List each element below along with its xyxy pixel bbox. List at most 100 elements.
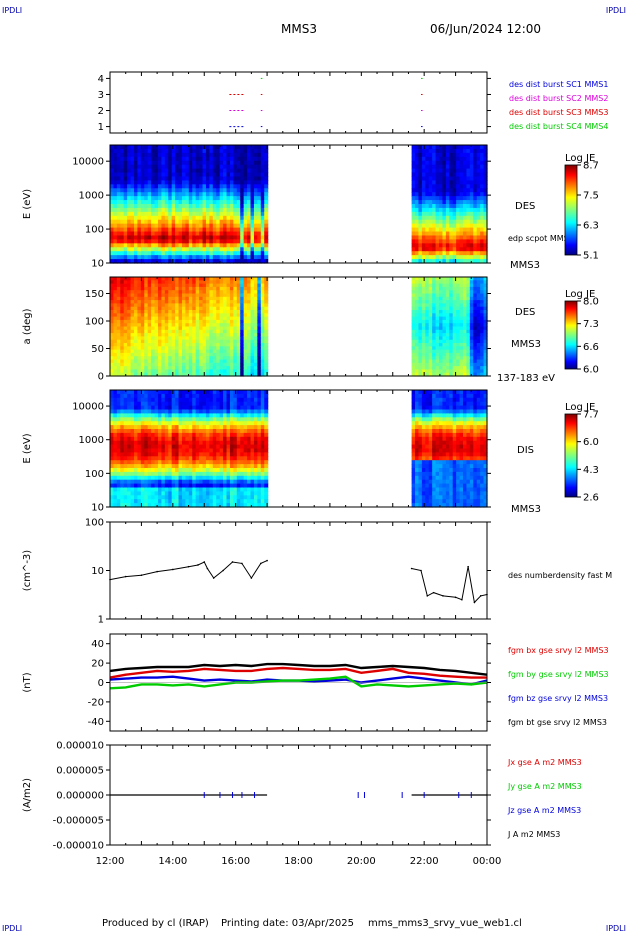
spectrogram-cell	[123, 456, 128, 461]
spectrogram-cell	[432, 180, 437, 185]
spectrogram-cell	[480, 231, 485, 237]
spectrogram-cell	[175, 192, 180, 197]
spectrogram-cell	[116, 464, 121, 469]
spectrogram-cell	[192, 405, 197, 411]
spectrogram-cell	[199, 247, 204, 252]
spectrogram-cell	[137, 362, 142, 367]
spectrogram-cell	[247, 349, 252, 354]
spectrogram-cell	[243, 316, 248, 321]
spectrogram-cell	[178, 429, 183, 434]
spectrogram-cell	[171, 277, 176, 281]
spectrogram-cell	[116, 290, 121, 295]
spectrogram-cell	[123, 303, 128, 308]
spectrogram-cell	[168, 231, 173, 237]
spectrogram-cell	[178, 180, 183, 185]
spectrogram-cell	[137, 499, 142, 504]
spectrogram-cell	[120, 184, 125, 189]
spectrogram-cell	[250, 362, 255, 367]
spectrogram-cell	[435, 192, 440, 197]
spectrogram-cell	[164, 196, 169, 201]
spectrogram-cell	[463, 231, 468, 237]
spectrogram-cell	[473, 176, 478, 181]
spectrogram-cell	[164, 369, 169, 374]
spectrogram-cell	[147, 440, 152, 446]
spectrogram-cell	[154, 172, 159, 178]
spectrogram-cell	[456, 336, 461, 341]
spectrogram-cell	[247, 346, 252, 351]
spectrogram-cell	[435, 293, 440, 298]
spectrogram-cell	[154, 290, 159, 295]
spectrogram-cell	[113, 323, 118, 328]
spectrogram-cell	[161, 145, 166, 150]
spectrogram-cell	[428, 235, 433, 240]
spectrogram-cell	[209, 300, 214, 304]
spectrogram-cell	[188, 413, 193, 418]
spectrogram-cell	[199, 259, 204, 264]
spectrogram-cell	[130, 405, 135, 411]
spectrogram-cell	[223, 172, 228, 178]
spectrogram-cell	[164, 239, 169, 244]
spectrogram-cell	[236, 300, 241, 304]
spectrogram-cell	[110, 343, 115, 347]
spectrogram-cell	[240, 152, 245, 158]
spectrogram-cell	[264, 211, 269, 217]
spectrogram-cell	[428, 326, 433, 331]
spectrogram-cell	[463, 316, 468, 321]
spectrogram-cell	[154, 448, 159, 453]
spectrogram-cell	[459, 156, 464, 162]
spectrogram-cell	[442, 227, 447, 233]
spectrogram-cell	[243, 164, 248, 170]
spectrogram-cell	[428, 300, 433, 304]
spectrogram-cell	[144, 293, 149, 298]
spectrogram-cell	[120, 145, 125, 150]
spectrogram-cell	[260, 352, 265, 357]
spectrogram-cell	[216, 323, 221, 328]
spectrogram-cell	[260, 247, 265, 252]
spectrogram-cell	[476, 369, 481, 374]
spectrogram-cell	[233, 192, 238, 197]
spectrogram-cell	[445, 180, 450, 185]
spectrogram-cell	[151, 235, 156, 240]
spectrogram-cell	[216, 211, 221, 217]
spectrogram-cell	[229, 316, 234, 321]
spectrogram-cell	[253, 160, 258, 166]
spectrogram-cell	[181, 491, 186, 496]
spectrogram-cell	[442, 164, 447, 170]
spectrogram-cell	[452, 184, 457, 189]
spectrogram-cell	[421, 219, 426, 225]
spectrogram-cell	[140, 471, 145, 477]
spectrogram-cell	[432, 343, 437, 347]
spectrogram-cell	[157, 339, 163, 344]
spectrogram-cell	[144, 251, 149, 256]
spectrogram-cell	[154, 413, 159, 418]
spectrogram-cell	[456, 184, 461, 189]
spectrogram-cell	[171, 156, 176, 162]
spectrogram-cell	[157, 413, 163, 418]
spectrogram-cell	[202, 176, 207, 181]
spectrogram-cell	[415, 215, 420, 221]
spectrogram-cell	[428, 223, 433, 229]
spectrogram-cell	[229, 280, 234, 285]
spectrogram-cell	[466, 184, 471, 189]
spectrogram-cell	[260, 343, 265, 347]
spectrogram-cell	[463, 215, 468, 221]
spectrogram-cell	[233, 346, 238, 351]
spectrogram-cell	[466, 231, 471, 237]
spectrogram-cell	[123, 145, 128, 150]
spectrogram-cell	[456, 362, 461, 367]
spectrogram-cell	[161, 336, 166, 341]
spectrogram-cell	[223, 223, 228, 229]
spectrogram-cell	[233, 339, 238, 344]
spectrogram-cell	[226, 280, 231, 285]
spectrogram-cell	[219, 323, 224, 328]
spectrogram-cell	[130, 471, 135, 477]
spectrogram-cell	[192, 409, 197, 414]
spectrogram-cell	[161, 487, 166, 492]
spectrogram-cell	[219, 346, 224, 351]
spectrogram-cell	[130, 319, 135, 324]
spectrogram-cell	[171, 421, 176, 426]
spectrogram-cell	[120, 369, 125, 374]
spectrogram-cell	[223, 243, 228, 248]
spectrogram-cell	[157, 290, 163, 295]
spectrogram-cell	[120, 413, 125, 418]
